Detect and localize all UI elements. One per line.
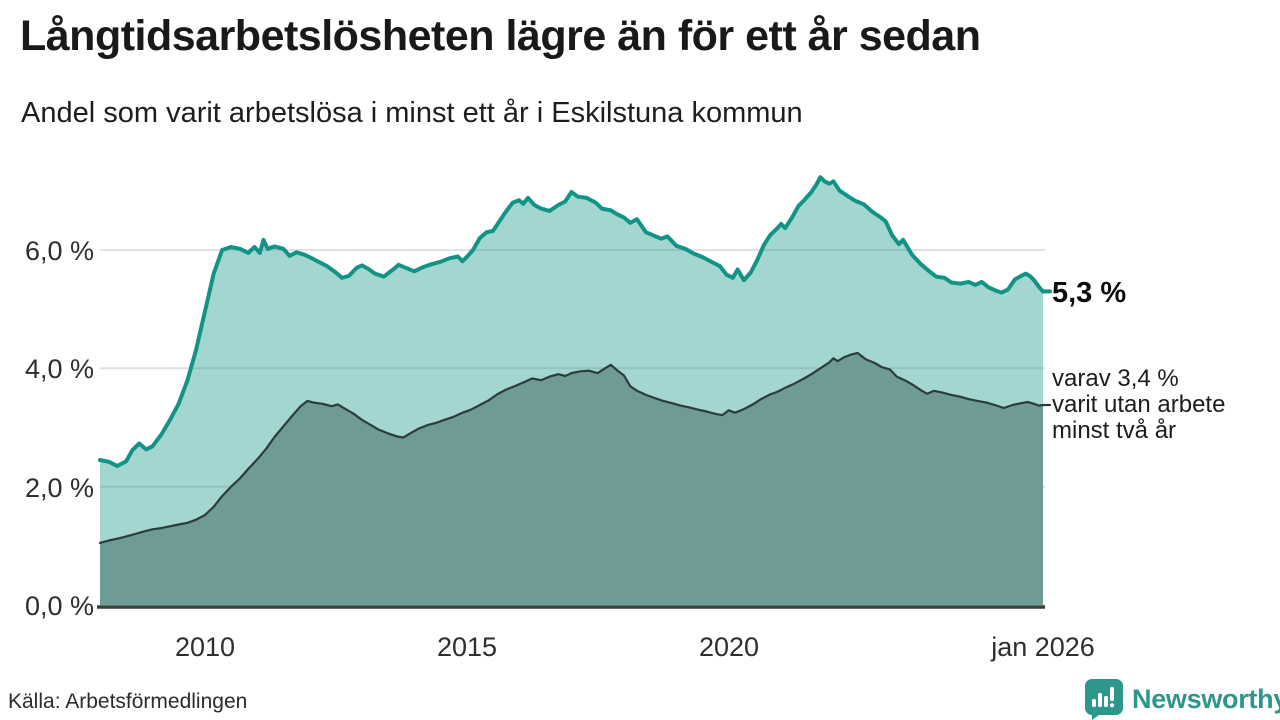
y-axis-tick-6: 6,0 % — [24, 236, 94, 266]
source-credit: Källa: Arbetsförmedlingen — [8, 690, 248, 713]
newsworthy-logo-text: Newsworthy — [1132, 683, 1280, 714]
x-axis-tick-2015: 2015 — [436, 632, 498, 662]
x-axis-tick-2020: 2020 — [698, 632, 760, 662]
y-axis-tick-4: 4,0 % — [24, 354, 94, 384]
newsworthy-logo: Newsworthy — [1084, 678, 1280, 720]
newsworthy-logo-icon — [1085, 679, 1123, 720]
latest-value-label: 5,3 % — [1052, 277, 1127, 309]
x-axis-tick-2010: 2010 — [174, 632, 236, 662]
y-axis-tick-0: 0,0 % — [24, 591, 94, 621]
latest-subseries-label: varav 3,4 % varit utan arbete minst två … — [1052, 365, 1226, 444]
chart-title: Långtidsarbetslösheten lägre än för ett … — [20, 12, 981, 60]
x-axis-tick-jan-2026: jan 2026 — [991, 632, 1095, 662]
chart-subtitle: Andel som varit arbetslösa i minst ett å… — [21, 97, 803, 129]
y-axis-tick-2: 2,0 % — [24, 473, 94, 503]
